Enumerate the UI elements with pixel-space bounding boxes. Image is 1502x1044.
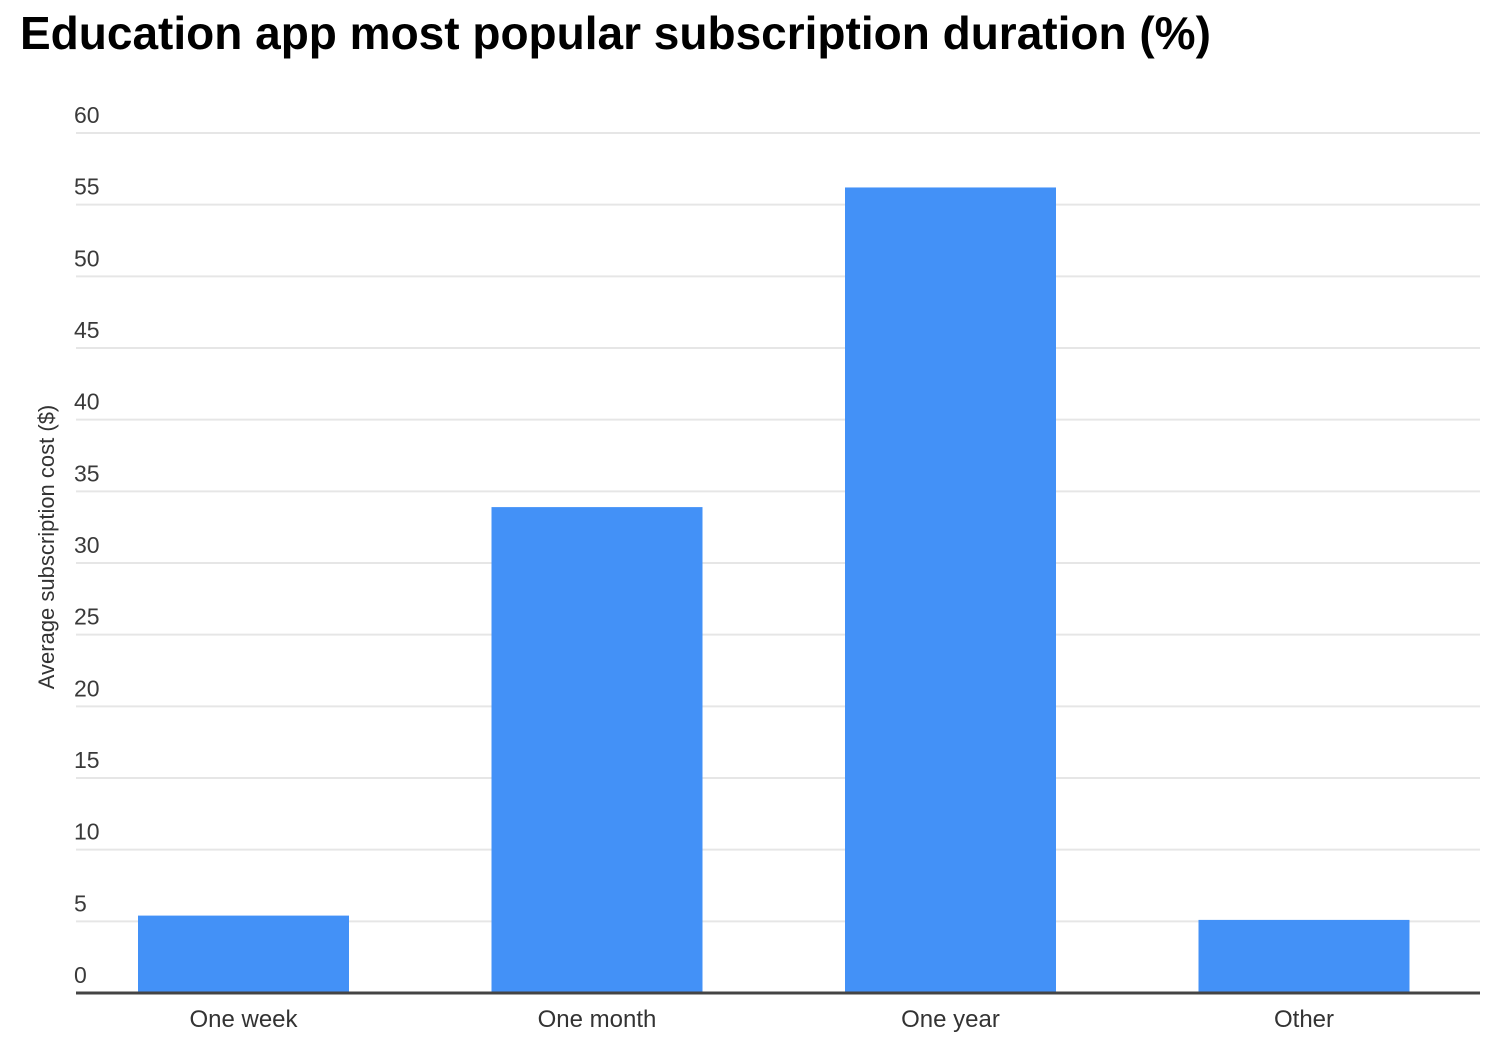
grid-lines (76, 132, 1480, 923)
bar-one-week (138, 915, 349, 993)
y-tick-label: 50 (74, 245, 100, 271)
y-tick-label: 15 (74, 747, 100, 773)
y-tick-label: 60 (74, 102, 100, 128)
y-tick-label: 40 (74, 389, 100, 415)
y-tick-label: 55 (74, 174, 100, 200)
y-tick-label: 25 (74, 604, 100, 630)
y-tick-label: 30 (74, 532, 100, 558)
bar-one-year (845, 187, 1056, 993)
y-axis-title: Average subscription cost ($) (34, 405, 59, 690)
x-tick-label: One month (538, 1006, 657, 1033)
y-axis-ticks: 0 5 10 15 20 25 30 35 40 45 50 55 60 (74, 102, 100, 988)
x-axis-ticks: One week One month One year Other (189, 1006, 1334, 1033)
y-tick-label: 10 (74, 819, 100, 845)
x-tick-label: One week (189, 1006, 298, 1033)
x-tick-label: One year (901, 1006, 1000, 1033)
bar-other (1198, 919, 1410, 993)
x-tick-label: Other (1274, 1006, 1334, 1033)
bars (138, 187, 1410, 993)
y-tick-label: 20 (74, 675, 100, 701)
y-tick-label: 45 (74, 317, 100, 343)
chart-title: Education app most popular subscription … (20, 7, 1211, 59)
y-tick-label: 5 (74, 890, 87, 916)
y-tick-label: 0 (74, 962, 87, 988)
bar-one-month (491, 507, 703, 993)
y-tick-label: 35 (74, 460, 100, 486)
